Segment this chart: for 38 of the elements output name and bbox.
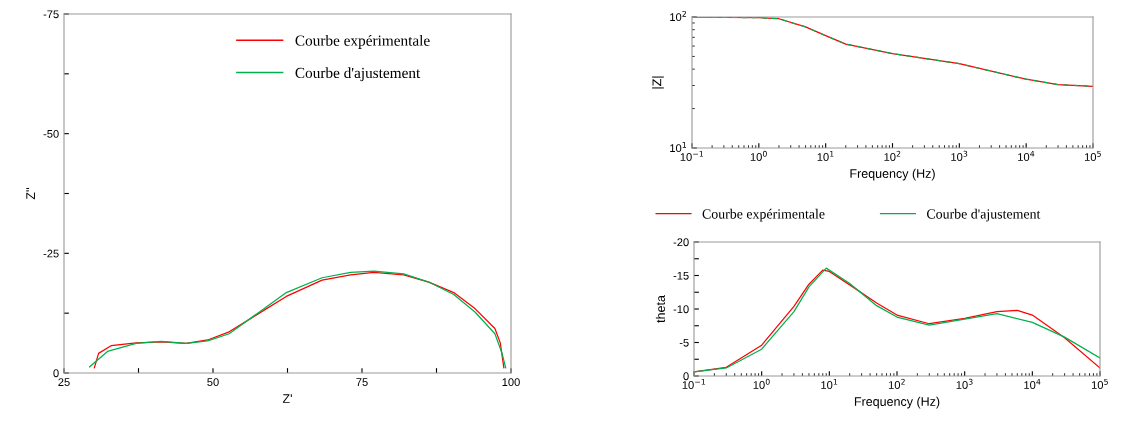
y-tick-label: -50	[43, 129, 59, 138]
x-tick-label: 25	[58, 378, 70, 387]
x-tick-label: 10$^{3}$	[956, 378, 973, 389]
x-tick-label: 10$^{−1}$	[680, 150, 704, 161]
y-tick-label: -25	[43, 249, 59, 258]
legend-label: Courbe d'ajustement	[926, 208, 1041, 222]
x-tick-label: 10$^{5}$	[1091, 378, 1108, 389]
y-tick-label: -75	[43, 10, 59, 19]
legend-label: Courbe expérimentale	[295, 35, 430, 49]
x-tick-label: 50	[207, 378, 219, 387]
x-tick-label: 10$^{4}$	[1024, 378, 1041, 389]
legend-label: Courbe d'ajustement	[295, 67, 421, 82]
x-axis-title: Frequency (Hz)	[850, 168, 935, 181]
y-tick-label: -5	[679, 338, 689, 347]
x-axis-title: Frequency (Hz)	[854, 396, 940, 409]
y-axis-title: theta	[655, 295, 666, 323]
x-axis-title: Z'	[282, 394, 292, 403]
x-tick-label: 10$^{5}$	[1084, 150, 1101, 161]
x-tick-label: 10$^{0}$	[753, 378, 770, 389]
y-tick-label: 0	[53, 369, 59, 378]
y-tick-label: 10$^{2}$	[670, 10, 686, 22]
y-tick-label: -10	[673, 305, 689, 314]
y-tick-label: -15	[673, 271, 689, 280]
x-tick-label: 10$^{2}$	[884, 150, 901, 161]
y-tick-label: -20	[673, 238, 689, 247]
y-axis-title: |Z|	[652, 76, 664, 89]
x-tick-label: 10$^{0}$	[750, 150, 767, 161]
x-tick-label: 10$^{4}$	[1018, 150, 1035, 161]
x-tick-label: 10$^{1}$	[821, 378, 838, 389]
x-tick-label: 10$^{2}$	[888, 378, 905, 389]
x-tick-label: 100	[502, 378, 520, 387]
y-tick-label: 0	[683, 372, 689, 381]
legend-label: Courbe expérimentale	[702, 208, 825, 222]
y-tick-label: 10$^{1}$	[670, 142, 687, 153]
x-tick-label: 10$^{3}$	[951, 150, 968, 161]
y-axis-title: Z''	[26, 187, 35, 200]
x-tick-label: 10$^{1}$	[817, 150, 834, 161]
x-tick-label: 75	[356, 378, 368, 387]
